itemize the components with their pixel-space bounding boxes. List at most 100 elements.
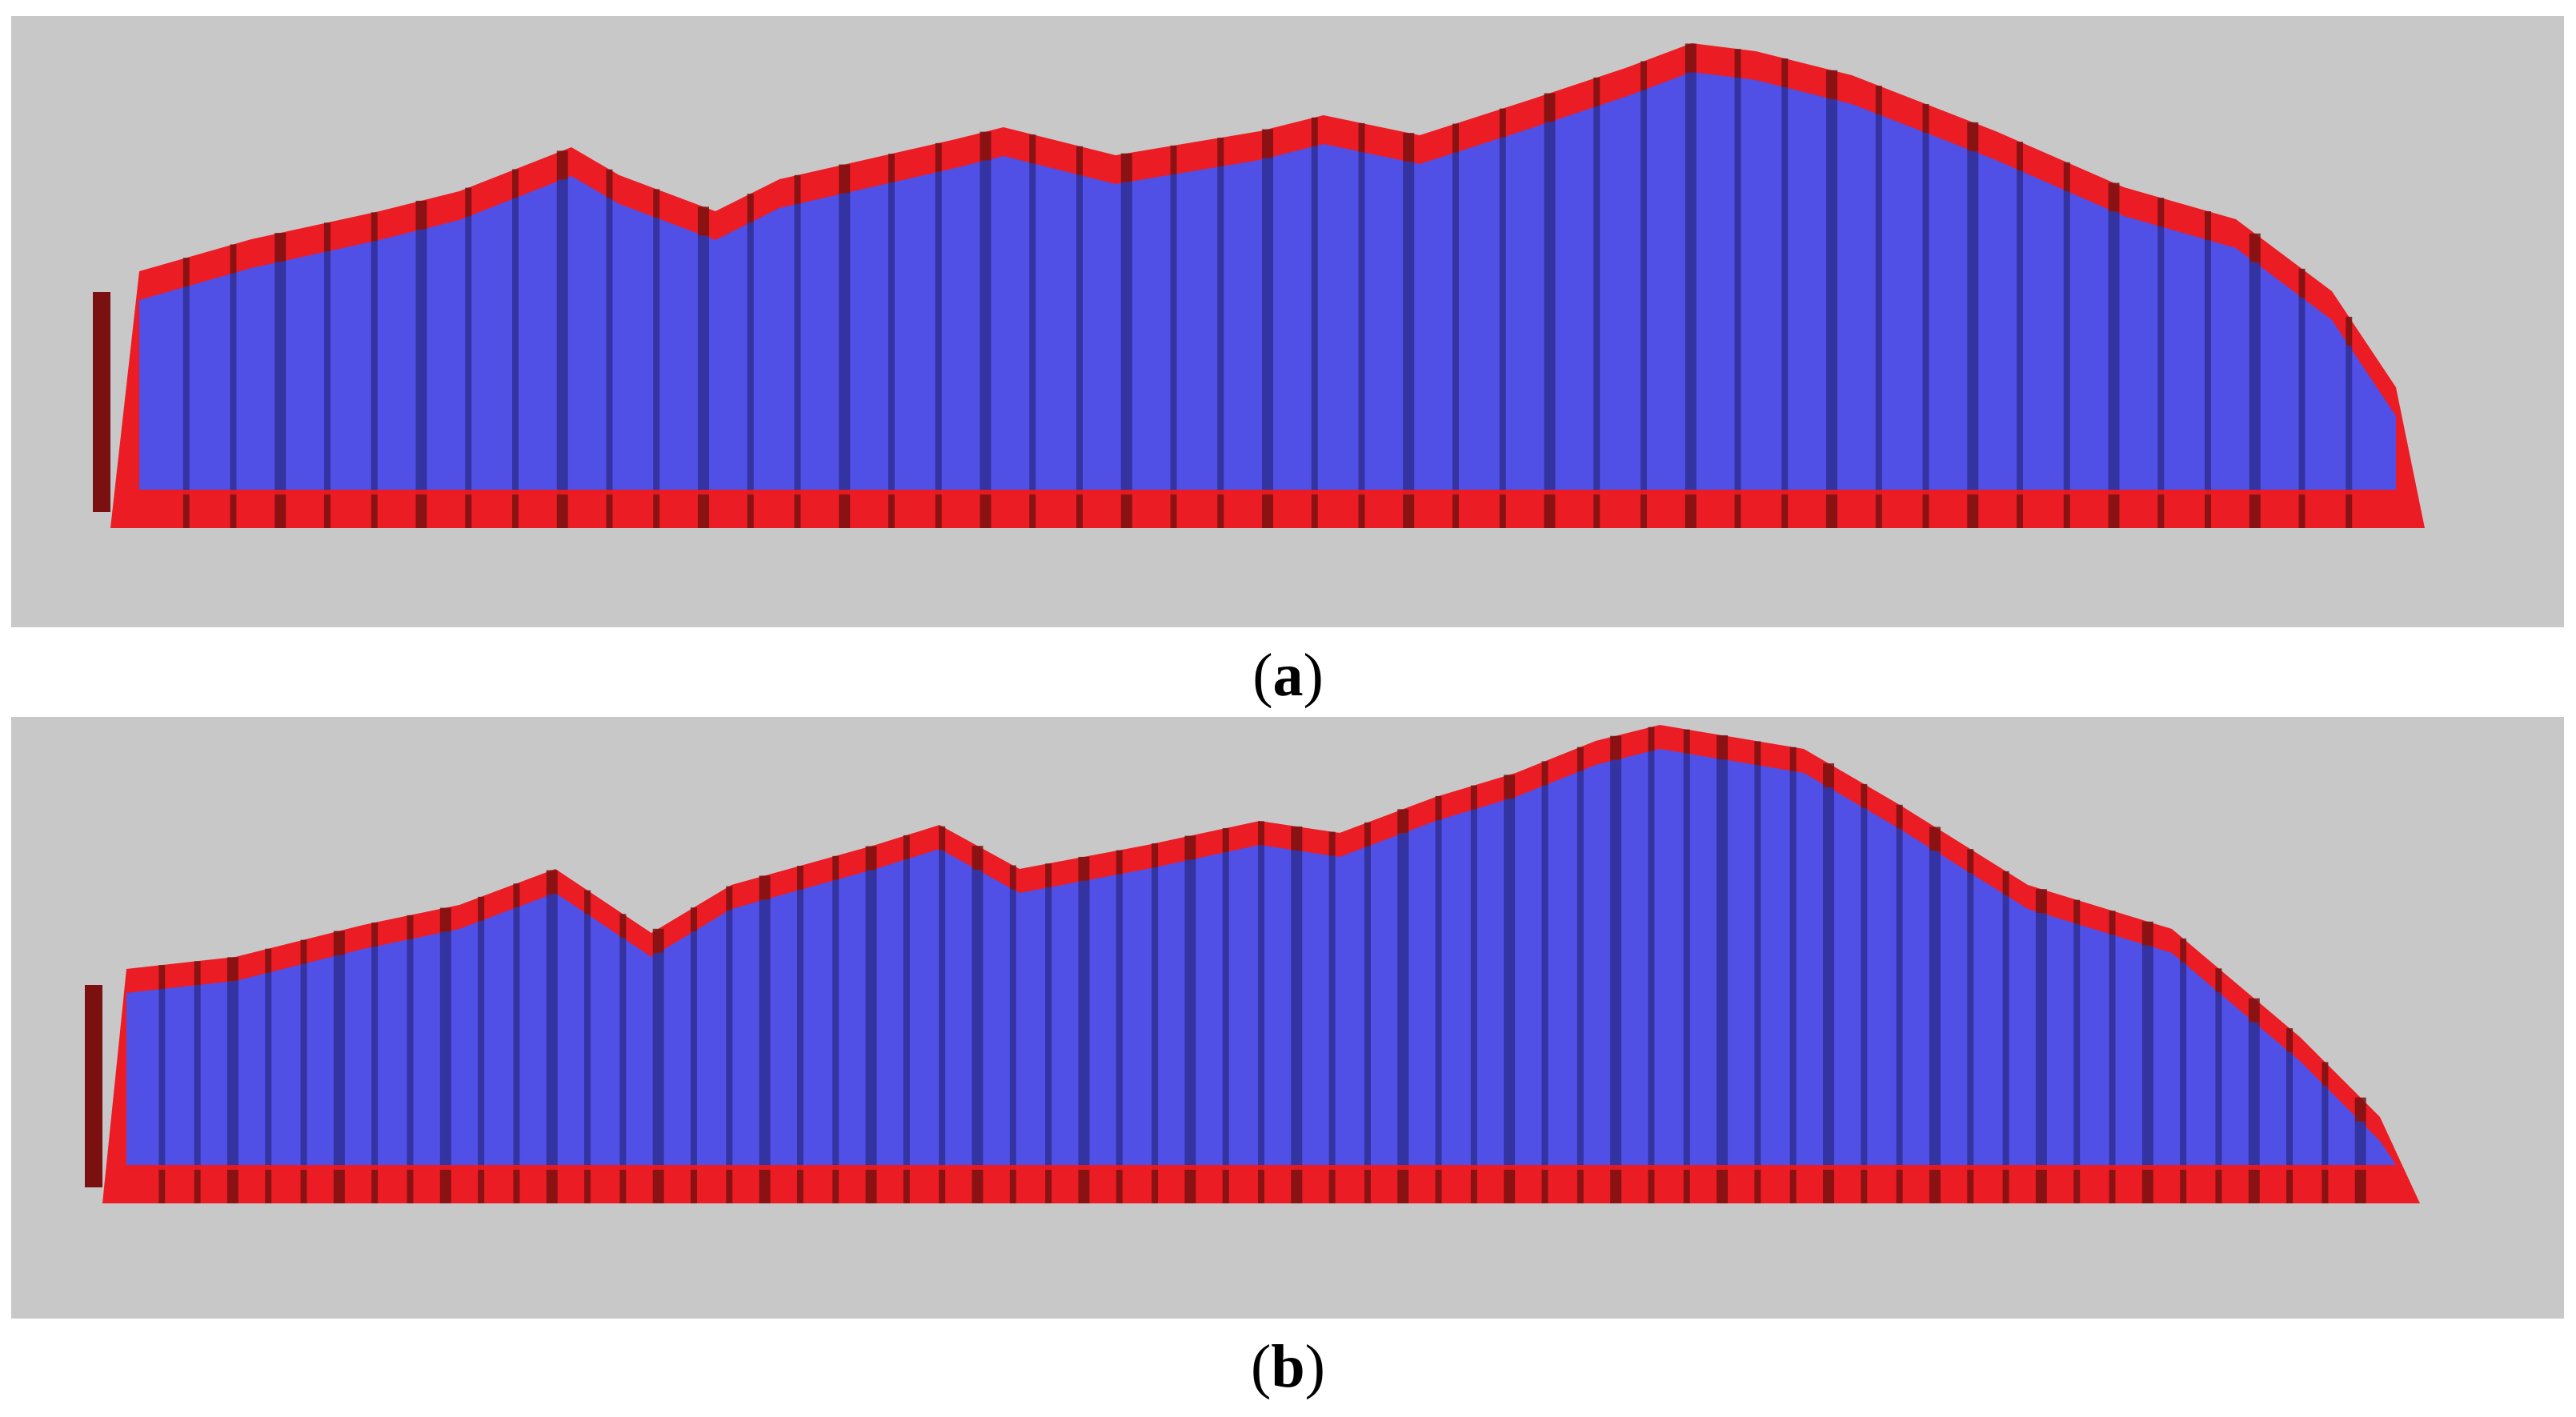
interior-column-line (606, 198, 613, 490)
base-column-line (324, 490, 331, 528)
caption-b-label: b (1271, 1333, 1305, 1400)
shell-column-line (1045, 863, 1052, 888)
base-column-line (194, 1165, 201, 1203)
base-column-line (1648, 1165, 1655, 1203)
interior-column-line (1685, 72, 1697, 490)
interior-column-line (584, 914, 591, 1165)
base-column-line (1311, 490, 1318, 528)
interior-column-line (2109, 935, 2116, 1165)
interior-column-line (274, 262, 286, 490)
base-column-line (1875, 490, 1882, 528)
interior-column-line (653, 218, 660, 490)
shell-column-line (1781, 58, 1789, 88)
base-column-line (1781, 490, 1789, 528)
base-column-line (407, 1165, 414, 1203)
interior-column-line (2248, 1022, 2260, 1165)
shell-column-line (1734, 49, 1741, 78)
interior-column-line (1222, 852, 1229, 1165)
interior-column-line (980, 160, 992, 490)
base-column-line (2108, 490, 2120, 528)
shell-column-line (2157, 198, 2165, 227)
interior-column-line (794, 203, 801, 490)
base-column-line (2141, 1165, 2153, 1203)
base-column-line (747, 490, 754, 528)
shell-column-line (1685, 43, 1697, 73)
interior-column-line (1504, 799, 1516, 1165)
base-column-line (1029, 490, 1036, 528)
interior-column-line (1875, 114, 1882, 490)
shell-column-line (691, 907, 697, 932)
shell-column-line (652, 928, 664, 953)
interior-column-line (747, 222, 754, 490)
interior-column-line (1116, 874, 1123, 1165)
shell-column-line (2035, 889, 2047, 914)
interior-column-line (1470, 809, 1477, 1165)
shell-column-line (1717, 735, 1729, 760)
interior-column-line (1435, 819, 1442, 1165)
panel-a-svg (93, 43, 2425, 528)
interior-column-line (407, 939, 414, 1165)
interior-column-line (2035, 913, 2047, 1165)
shell-column-line (759, 875, 771, 900)
shell-column-line (1593, 77, 1600, 106)
base-column-line (653, 490, 660, 528)
base-column-line (1734, 490, 1741, 528)
interior-column-line (2249, 262, 2261, 490)
base-column-line (2157, 490, 2165, 528)
interior-column-line (1358, 151, 1365, 490)
interior-column-line (903, 859, 910, 1165)
base-column-line (2248, 1165, 2260, 1203)
interior-column-line (1610, 759, 1622, 1165)
base-column-line (371, 1165, 379, 1203)
shell-column-line (1929, 827, 1941, 851)
base-column-line (2063, 490, 2070, 528)
shell-column-line (1641, 61, 1647, 90)
shell-column-line (1358, 122, 1365, 152)
base-column-line (1504, 1165, 1516, 1203)
shell-column-line (230, 244, 237, 274)
interior-column-line (333, 955, 345, 1165)
base-column-line (1258, 1165, 1264, 1203)
interior-column-line (1452, 152, 1459, 490)
caption-a-label: a (1272, 642, 1304, 709)
shell-column-line (324, 222, 331, 252)
base-column-line (1541, 1165, 1548, 1203)
base-column-line (698, 490, 709, 528)
base-column-line (1717, 1165, 1729, 1203)
shell-column-line (796, 866, 803, 891)
interior-column-line (1922, 132, 1929, 490)
shell-column-line (512, 169, 519, 198)
base-column-line (1593, 490, 1600, 528)
shell-column-line (1875, 86, 1882, 115)
base-column-line (1403, 490, 1415, 528)
shell-column-line (158, 965, 166, 990)
interior-column-line (1541, 785, 1548, 1165)
shell-column-line (2063, 162, 2070, 191)
shell-column-line (2017, 142, 2023, 171)
shell-column-line (1452, 123, 1459, 153)
base-column-line (1452, 490, 1459, 528)
base-column-line (300, 1165, 307, 1203)
interior-column-line (1499, 137, 1506, 490)
interior-column-line (619, 938, 627, 1165)
base-column-line (619, 1165, 627, 1203)
left-edge-shadow (93, 292, 110, 512)
shell-column-line (2205, 211, 2211, 240)
interior-column-line (300, 963, 307, 1165)
base-column-line (2035, 1165, 2047, 1203)
base-column-line (2286, 1165, 2294, 1203)
base-strip (126, 1165, 2396, 1170)
interior-column-line (935, 171, 942, 490)
base-column-line (1641, 490, 1647, 528)
shell-column-line (1262, 129, 1273, 158)
interior-column-line (796, 890, 803, 1165)
base-column-line (226, 1165, 238, 1203)
interior-column-line (324, 251, 331, 490)
interior-column-line (2108, 211, 2120, 490)
interior-column-line (1781, 87, 1789, 490)
shell-column-line (2249, 233, 2261, 262)
interior-column-line (972, 870, 984, 1165)
base-column-line (1967, 1165, 1974, 1203)
interior-column-line (1717, 759, 1729, 1165)
base-column-line (230, 490, 237, 528)
